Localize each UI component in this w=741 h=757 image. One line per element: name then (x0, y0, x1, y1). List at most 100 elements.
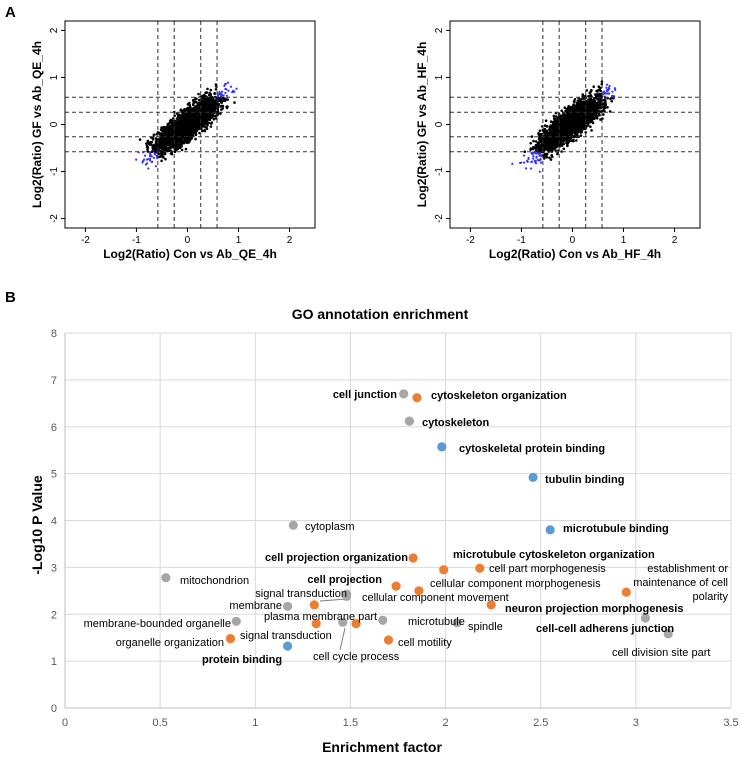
point (190, 112, 194, 116)
point (161, 126, 165, 130)
point (205, 126, 208, 129)
point (565, 110, 569, 113)
point (581, 93, 584, 96)
point (175, 127, 179, 130)
point (165, 129, 168, 132)
point (189, 122, 192, 125)
point (192, 115, 196, 118)
y-tick-label: -1 (49, 167, 60, 176)
point (162, 131, 165, 135)
point (186, 106, 190, 110)
point (169, 144, 172, 148)
point (181, 133, 185, 136)
point (543, 127, 547, 131)
point (551, 146, 555, 149)
significant-point (223, 83, 227, 86)
point (220, 104, 223, 108)
significant-point (151, 160, 154, 163)
point (213, 91, 216, 95)
point (185, 122, 189, 126)
point (199, 101, 202, 105)
significant-point (520, 161, 523, 164)
point (597, 88, 600, 92)
point (580, 123, 584, 127)
scatter-points (135, 81, 238, 170)
point (538, 129, 542, 132)
point (198, 131, 201, 135)
point (180, 128, 183, 132)
significant-point (530, 167, 533, 170)
point (591, 107, 594, 110)
point (168, 139, 172, 142)
point (530, 135, 534, 138)
point (181, 126, 185, 130)
point (184, 147, 188, 151)
point (211, 102, 214, 105)
point (566, 143, 569, 147)
point (203, 129, 207, 133)
point (223, 97, 226, 100)
point (199, 122, 203, 126)
point (212, 117, 216, 121)
significant-point (611, 90, 614, 93)
point (580, 130, 583, 134)
point (187, 137, 191, 141)
point (178, 121, 181, 124)
point (211, 97, 214, 100)
point (174, 135, 178, 139)
point (145, 146, 149, 149)
point (194, 137, 197, 141)
point (194, 133, 198, 136)
significant-point (535, 162, 538, 165)
point (161, 147, 165, 150)
point (214, 114, 217, 118)
point (604, 99, 607, 102)
point (155, 139, 158, 143)
point (593, 107, 596, 110)
point (547, 148, 551, 152)
significant-point (532, 157, 535, 160)
point (185, 128, 188, 132)
point (187, 127, 191, 130)
point (553, 115, 557, 118)
point (216, 109, 220, 113)
point (595, 117, 599, 120)
significant-point (611, 94, 614, 97)
point (209, 88, 213, 92)
point (583, 127, 586, 130)
point (579, 134, 583, 137)
significant-point (233, 90, 236, 93)
point (197, 98, 201, 102)
point (158, 155, 161, 159)
point (179, 108, 183, 111)
point (590, 98, 593, 101)
point (211, 109, 215, 112)
significant-point (135, 158, 138, 161)
significant-point (605, 86, 608, 89)
point (198, 115, 201, 119)
point (202, 118, 206, 122)
point (192, 106, 196, 110)
point (151, 145, 155, 148)
point (152, 134, 156, 137)
point (201, 94, 204, 98)
y-tick-label: -2 (49, 214, 60, 223)
point (186, 114, 189, 117)
point (603, 106, 607, 110)
significant-point (530, 160, 533, 164)
point (195, 107, 198, 111)
point (160, 159, 163, 163)
significant-point (530, 152, 533, 155)
point (587, 117, 591, 121)
point (146, 148, 149, 151)
significant-point (222, 94, 225, 97)
point (589, 90, 592, 94)
point (598, 113, 601, 117)
point (573, 98, 577, 101)
significant-point (148, 157, 152, 160)
point (590, 129, 593, 132)
point (138, 138, 142, 141)
point (157, 146, 161, 149)
point (529, 142, 532, 145)
significant-point (224, 91, 227, 95)
